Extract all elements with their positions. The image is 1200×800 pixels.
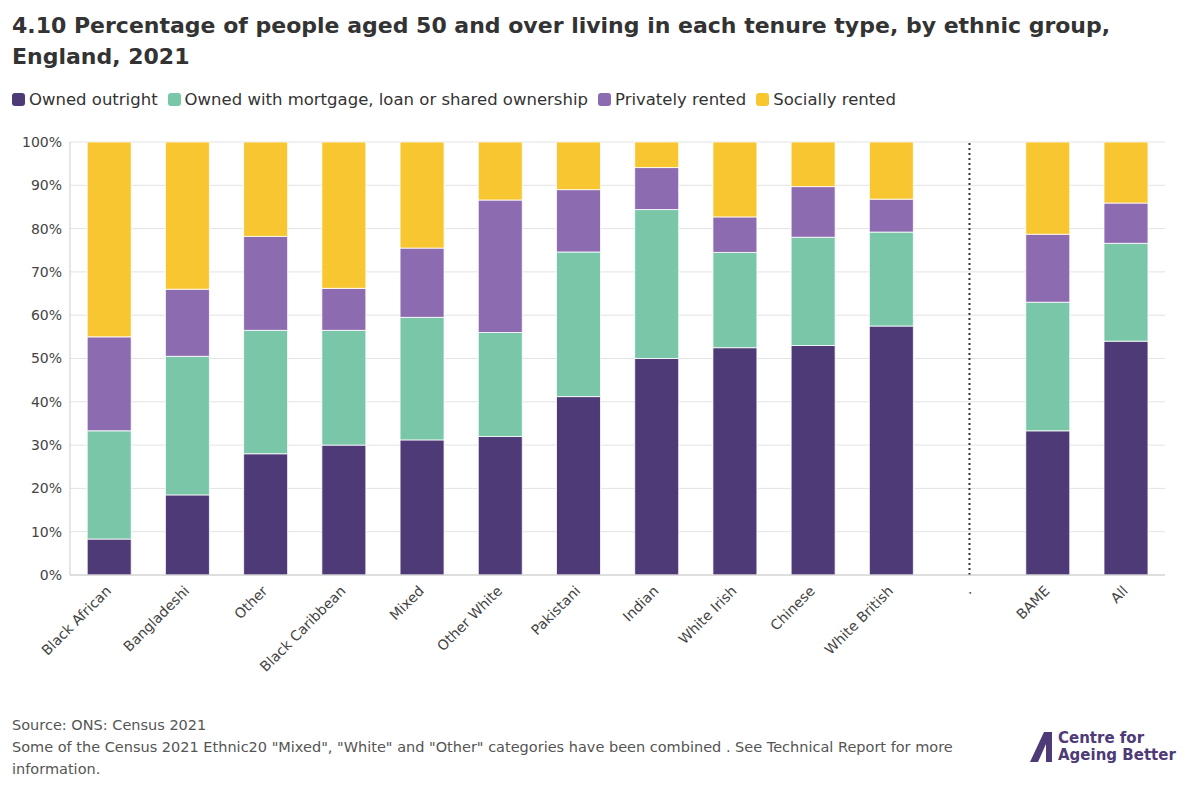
html-text:4.10 Percentage of people aged: 4.10 Percentage of people aged 50 and ov… xyxy=(12,13,1111,69)
svg-text:Other White: Other White xyxy=(434,583,505,654)
svg-text:30%: 30% xyxy=(31,437,62,453)
svg-text:Pakistani: Pakistani xyxy=(528,583,584,639)
svg-text:0%: 0% xyxy=(40,567,62,583)
html-text:Centre for Ageing Better: Centre for Ageing Better xyxy=(1058,729,1176,764)
svg-text:Bangladeshi: Bangladeshi xyxy=(120,583,192,655)
svg-text:20%: 20% xyxy=(31,480,62,496)
html-text:Owned outright: Owned outright xyxy=(29,90,158,109)
svg-text:BAME: BAME xyxy=(1013,583,1053,623)
html-text:Some of the Census 2021 Ethnic: Some of the Census 2021 Ethnic20 "Mixed"… xyxy=(12,739,953,777)
svg-text:White British: White British xyxy=(821,583,896,658)
svg-text:Black Caribbean: Black Caribbean xyxy=(257,583,349,675)
html-text:Source: ONS: Census 2021: Source: ONS: Census 2021 xyxy=(12,717,207,733)
svg-text:60%: 60% xyxy=(31,307,62,323)
html-text:Owned with mortgage, loan or s: Owned with mortgage, loan or shared owne… xyxy=(184,90,588,109)
html-text:Socially rented: Socially rented xyxy=(773,90,896,109)
svg-text:Indian: Indian xyxy=(620,583,662,625)
svg-text:80%: 80% xyxy=(31,221,62,237)
svg-text:Black African: Black African xyxy=(38,583,114,659)
svg-text:70%: 70% xyxy=(31,264,62,280)
svg-text:All: All xyxy=(1107,583,1131,607)
svg-text:.: . xyxy=(960,583,974,597)
svg-text:90%: 90% xyxy=(31,177,62,193)
svg-text:100%: 100% xyxy=(22,134,62,150)
svg-text:Mixed: Mixed xyxy=(386,583,427,624)
svg-text:Chinese: Chinese xyxy=(767,583,818,634)
svg-text:50%: 50% xyxy=(31,350,62,366)
svg-text:10%: 10% xyxy=(31,524,62,540)
html-text:Privately rented: Privately rented xyxy=(615,90,747,109)
svg-text:White Irish: White Irish xyxy=(675,583,739,647)
svg-text:40%: 40% xyxy=(31,394,62,410)
svg-text:Other: Other xyxy=(231,582,271,622)
